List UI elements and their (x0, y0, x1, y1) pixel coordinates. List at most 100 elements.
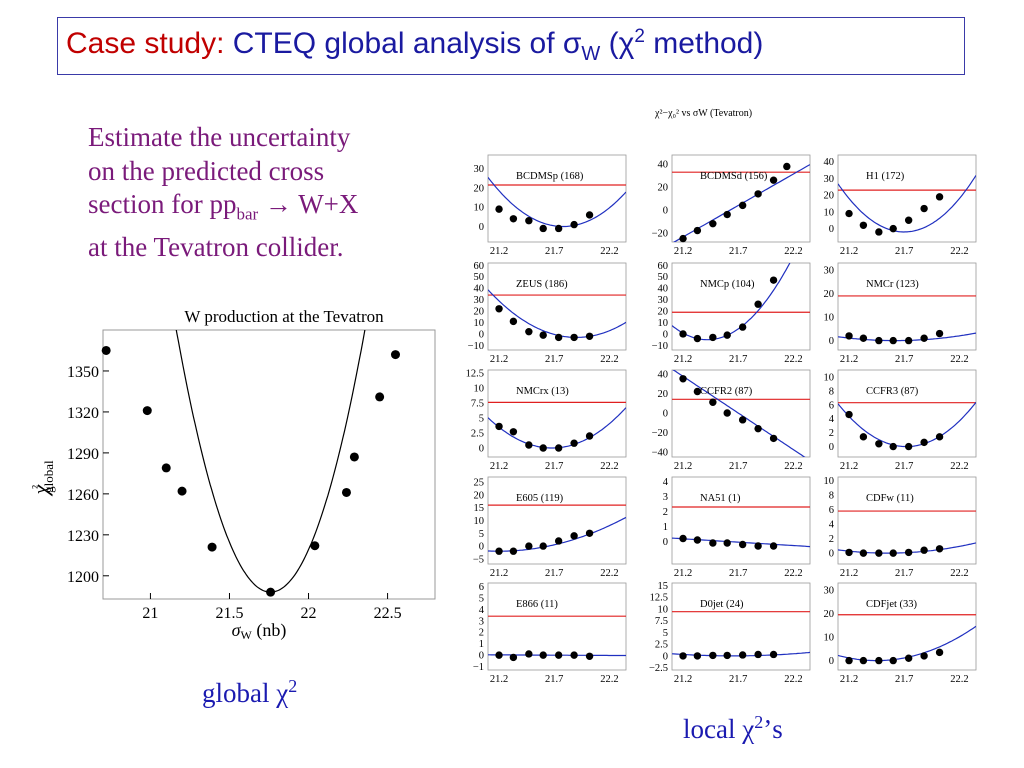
data-point (920, 546, 928, 554)
y-tick-label: 0 (479, 222, 484, 233)
panel-label: NMCr (123) (866, 279, 919, 290)
data-point (904, 548, 913, 557)
data-point (539, 224, 547, 233)
y-tick-label: 2.5 (471, 429, 484, 440)
data-point (177, 486, 187, 496)
y-tick-label: −20 (652, 228, 668, 239)
data-point (845, 410, 853, 419)
data-point (769, 176, 778, 184)
data-point (859, 656, 868, 665)
y-axis-label-sub: global (41, 460, 56, 493)
data-point (585, 211, 594, 219)
x-tick-label: 21.7 (545, 674, 563, 685)
y-tick-label: 8 (829, 491, 834, 502)
y-tick-label: 5 (479, 529, 484, 540)
x-tick-label: 21.7 (545, 354, 563, 365)
data-point (738, 201, 747, 210)
intro-line-4: at the Tevatron collider. (88, 231, 344, 262)
data-point (525, 441, 533, 449)
y-tick-label: 20 (824, 191, 835, 202)
panel-label: ZEUS (186) (516, 279, 568, 290)
y-tick-label: 0 (829, 224, 834, 235)
data-point (539, 651, 547, 659)
data-point (495, 547, 503, 555)
y-tick-label: 20 (824, 609, 835, 620)
panel: NA51 (1) 21.2 21.7 22.2 0 1 2 3 4 (663, 476, 811, 579)
data-point (723, 539, 731, 547)
y-tick-label: 1 (479, 639, 484, 650)
panel-label: NMCrx (13) (516, 386, 569, 397)
y-tick-label: 4 (829, 414, 835, 425)
y-tick-label: 30 (824, 174, 835, 185)
fit-curve (838, 625, 976, 662)
panel-label: BCDMSp (168) (516, 171, 584, 182)
panel-frame (487, 476, 627, 565)
data-point (935, 545, 944, 553)
y-tick-label: 0 (829, 336, 834, 347)
fit-curve (488, 654, 626, 657)
caption-local-sup: 2 (754, 712, 764, 732)
x-tick-label: 22.2 (950, 674, 968, 685)
title-chi-sup: 2 (634, 26, 645, 47)
data-point (935, 329, 944, 338)
data-point (754, 650, 762, 659)
data-point (709, 398, 717, 406)
intro-line-2: on the predicted cross (88, 155, 325, 186)
x-tick-label: 22.2 (600, 568, 618, 579)
y-tick-label: 1320 (67, 405, 99, 422)
data-point (889, 656, 897, 665)
y-tick-label: 60 (658, 261, 669, 272)
data-point (207, 542, 217, 552)
data-point (679, 234, 687, 243)
fit-curve (488, 289, 626, 338)
data-point (845, 332, 853, 340)
fit-curve (488, 516, 626, 552)
data-point (875, 440, 883, 448)
y-tick-label: 20 (824, 289, 835, 300)
fit-curve (838, 542, 976, 554)
panel-frame (837, 476, 977, 565)
data-point (679, 375, 687, 383)
y-axis-label: χ²global (28, 460, 56, 496)
x-tick-label: 21.7 (895, 568, 913, 579)
data-point (875, 656, 883, 665)
caption-local: local χ2’s (683, 712, 783, 745)
data-point (525, 650, 533, 658)
y-tick-label: 1290 (67, 446, 99, 463)
y-tick-label: 4 (663, 477, 669, 488)
panel: NMCr (123) 21.2 21.7 22.2 0 10 20 30 (824, 262, 977, 365)
y-tick-label: 40 (658, 369, 669, 380)
y-tick-label: 12.5 (466, 369, 484, 380)
y-tick-label: 30 (474, 295, 485, 306)
data-point (859, 433, 868, 441)
data-point (495, 205, 503, 213)
panel: CDFjet (33) 21.2 21.7 22.2 0 10 20 30 (824, 582, 977, 685)
data-point (570, 532, 578, 540)
x-axis-label-sub: W (241, 628, 253, 640)
y-tick-label: 1230 (67, 528, 99, 545)
panels-title: χ²−χ₀² vs σW (Tevatron) (655, 108, 753, 119)
y-tick-label: 0 (479, 329, 484, 340)
y-tick-label: 20 (658, 389, 669, 400)
panel-label: BCDMSd (156) (700, 171, 768, 182)
y-tick-label: 1350 (67, 364, 99, 381)
x-tick-label: 21.7 (895, 246, 913, 257)
data-point (585, 432, 594, 440)
y-tick-label: 0 (663, 537, 668, 548)
data-point (845, 656, 853, 665)
panel-frame (671, 369, 811, 458)
y-tick-label: 1200 (67, 569, 99, 586)
data-point (266, 587, 276, 597)
panel-frame (837, 369, 977, 458)
panel-label: CDFjet (33) (866, 599, 918, 610)
y-tick-label: −1 (473, 662, 484, 673)
caption-global: global χ2 (202, 676, 297, 709)
x-tick-label: 21.5 (215, 605, 243, 622)
y-tick-label: −10 (468, 341, 484, 352)
y-tick-label: 4 (829, 520, 835, 531)
x-tick-label: 21.7 (895, 674, 913, 685)
intro-line-3: section for ppbar → W+X (88, 188, 448, 231)
y-tick-label: 10 (474, 516, 485, 527)
data-point (889, 224, 897, 233)
panel-frame (837, 154, 977, 243)
